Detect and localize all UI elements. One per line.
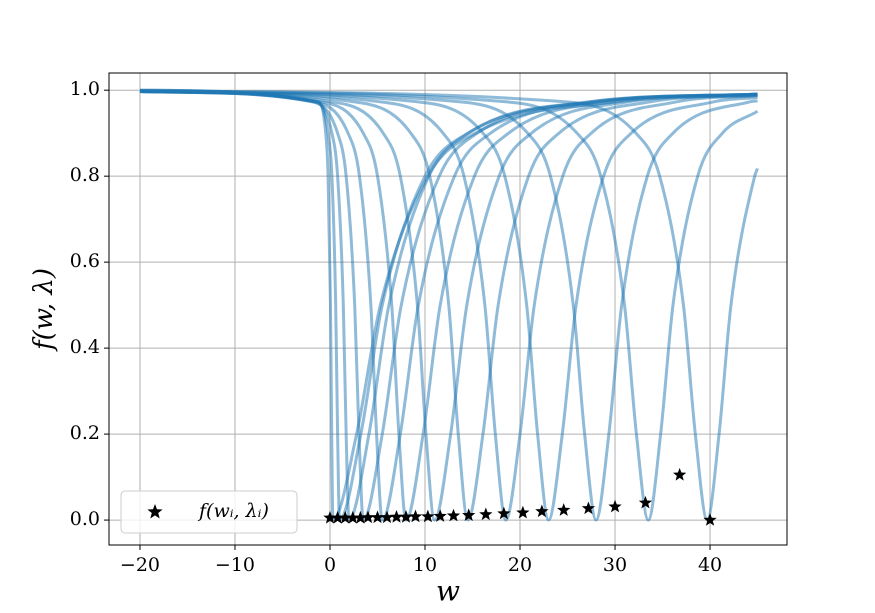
x-tick-label: 10 [413, 554, 437, 576]
x-tick-label: 20 [508, 554, 532, 576]
star-marker [361, 510, 375, 524]
x-tick-label: −10 [215, 554, 255, 576]
star-marker [479, 507, 493, 521]
star-marker [399, 510, 413, 523]
star-marker [408, 509, 423, 523]
y-tick-label: 1.0 [70, 78, 100, 100]
curve [139, 89, 758, 522]
star-marker [380, 510, 394, 524]
legend-marker [147, 504, 163, 519]
curve [139, 89, 758, 522]
star-marker [421, 509, 435, 523]
curve [139, 89, 758, 522]
star-marker [346, 510, 360, 524]
star-marker [581, 501, 596, 515]
star-marker [353, 510, 368, 524]
star-marker [703, 513, 717, 526]
star-marker [557, 503, 571, 516]
y-tick-label: 0.4 [70, 336, 100, 358]
curve [139, 89, 759, 522]
star-marker [516, 505, 530, 519]
x-axis-label: w [436, 575, 460, 608]
x-tick-label: 0 [324, 554, 336, 576]
star-marker [446, 508, 461, 522]
star-marker [389, 510, 404, 523]
star-marker [338, 510, 352, 524]
y-tick-label: 0.8 [70, 164, 100, 186]
curve [139, 89, 758, 522]
star-marker [638, 495, 653, 509]
curve [139, 89, 758, 522]
y-tick-label: 0.6 [70, 250, 100, 272]
plot-frame [108, 72, 788, 546]
star-marker [497, 506, 511, 520]
x-tick-label: 30 [603, 554, 627, 576]
star-marker [462, 508, 476, 521]
star-marker [672, 467, 687, 481]
x-tick-label: −20 [120, 554, 160, 576]
legend-label: f(wᵢ, λᵢ) [197, 500, 269, 522]
y-tick-label: 0.2 [70, 422, 100, 444]
legend-box [120, 490, 298, 534]
curve [139, 89, 758, 522]
star-marker [330, 510, 345, 524]
y-axis-label: f(w, λ) [29, 268, 59, 352]
star-marker [370, 510, 385, 524]
y-tick-label: 0.0 [70, 508, 100, 530]
star-marker [535, 504, 549, 518]
star-marker [433, 509, 447, 522]
curve [139, 89, 759, 522]
star-marker [323, 510, 337, 524]
star-marker [608, 499, 622, 513]
x-tick-label: 40 [698, 554, 722, 576]
